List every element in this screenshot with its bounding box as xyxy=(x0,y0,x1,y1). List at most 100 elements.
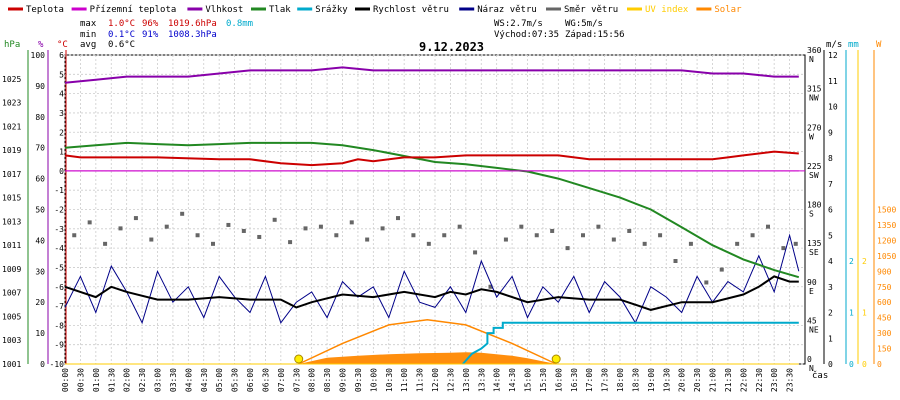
direction-tick-label: W xyxy=(809,132,814,141)
x-tick-label: 13:00 xyxy=(462,368,471,392)
ms-tick-label: 12 xyxy=(828,51,838,60)
x-tick-label: 09:00 xyxy=(339,368,348,392)
uv-tick-label: 2 xyxy=(862,257,867,266)
axis-unit-mm: mm xyxy=(848,40,859,50)
x-tick-label: 00:30 xyxy=(76,368,85,392)
wind-direction-point xyxy=(627,228,632,233)
x-tick-label: 15:00 xyxy=(524,368,533,392)
x-tick-label: 14:00 xyxy=(493,368,502,392)
grid-layer xyxy=(64,54,806,365)
degc-tick-label: 4 xyxy=(59,90,64,99)
w-tick-label: 1500 xyxy=(877,206,896,215)
hpa-tick-label: 1017 xyxy=(2,170,21,179)
legend-label: Solar xyxy=(714,5,742,15)
x-tick-label: 05:00 xyxy=(215,368,224,392)
x-tick-label: 07:00 xyxy=(277,368,286,392)
w-tick-label: 300 xyxy=(877,329,892,338)
wind-direction-point xyxy=(442,233,447,238)
x-tick-label: 06:30 xyxy=(261,368,270,392)
wind-direction-point xyxy=(365,237,370,242)
stat-avg-label: avg xyxy=(80,40,96,50)
direction-tick-label: NW xyxy=(809,94,819,103)
degc-tick-label: 0 xyxy=(59,167,64,176)
wind-direction-point xyxy=(380,226,385,231)
w-tick-label: 750 xyxy=(877,283,892,292)
x-tick-label: 04:30 xyxy=(200,368,209,392)
degc-tick-label: 6 xyxy=(59,51,64,60)
pct-tick-label: 70 xyxy=(35,144,45,153)
wind-direction-point xyxy=(411,233,416,238)
wind-direction-point xyxy=(164,224,169,229)
x-tick-label: 18:00 xyxy=(616,368,625,392)
wind-direction-point xyxy=(704,280,709,285)
wind-direction-point xyxy=(241,228,246,233)
direction-tick-deg: 45 xyxy=(807,316,817,325)
wind-direction-point xyxy=(396,216,400,221)
mm-tick-label: 1 xyxy=(849,309,854,318)
sun-marker xyxy=(551,354,561,364)
sun-marker xyxy=(294,354,304,364)
wind-direction-point xyxy=(735,241,740,246)
wind-direction-point xyxy=(318,224,323,229)
x-tick-label: 00:00 xyxy=(61,368,70,392)
degc-tick-label: -8 xyxy=(54,321,64,330)
mm-tick-label: 0 xyxy=(849,360,854,369)
pct-tick-label: 40 xyxy=(35,236,45,245)
direction-tick-deg: 0 xyxy=(807,355,812,364)
axis-unit-w: W xyxy=(876,40,882,50)
x-tick-label: 08:30 xyxy=(323,368,332,392)
x-tick-label: 19:30 xyxy=(662,368,671,392)
wind-direction-point xyxy=(658,233,663,238)
direction-tick-label: S xyxy=(809,210,814,219)
x-tick-label: 22:00 xyxy=(739,368,748,392)
w-tick-label: 1200 xyxy=(877,236,896,245)
pct-tick-label: 0 xyxy=(40,360,45,369)
pressure-line xyxy=(64,141,800,279)
stat-max-rain: 0.8mm xyxy=(226,19,253,29)
x-tick-label: 03:00 xyxy=(154,368,163,392)
stat-min-label: min xyxy=(80,30,96,40)
axes-layer: 00:00 00:30 01:00 01:30 02:00 02:30 03:00 03:30… xyxy=(2,40,896,392)
x-tick-label: 21:30 xyxy=(724,368,733,392)
x-tick-label: 08:00 xyxy=(308,368,317,392)
x-axis-unit: čas xyxy=(812,370,828,381)
legend-label: Přízemní teplota xyxy=(90,5,177,15)
x-tick-label: 18:30 xyxy=(631,368,640,392)
degc-tick-label: 1 xyxy=(59,148,64,157)
wind-direction-point xyxy=(611,237,616,242)
wind-direction-point xyxy=(519,224,524,229)
hpa-tick-label: 1013 xyxy=(2,217,21,226)
direction-tick-deg: 180 xyxy=(807,201,822,210)
wind-direction-point xyxy=(766,224,770,229)
sunset-stat: Západ:15:56 xyxy=(565,30,625,40)
wind-direction-point xyxy=(180,211,185,216)
wind-direction-point xyxy=(673,259,678,263)
x-tick-label: 09:30 xyxy=(354,368,363,392)
x-tick-label: 06:00 xyxy=(246,368,255,392)
degc-tick-label: -4 xyxy=(54,244,64,253)
x-tick-label: 22:30 xyxy=(755,368,764,392)
degc-tick-label: -9 xyxy=(54,341,64,350)
wind-direction-point xyxy=(534,233,539,238)
w-tick-label: 1050 xyxy=(877,252,896,261)
legend-label: Srážky xyxy=(315,5,348,15)
w-tick-label: 600 xyxy=(877,298,892,307)
wind-direction-point xyxy=(596,224,601,229)
x-tick-label: 21:00 xyxy=(709,368,718,392)
wind-direction-point xyxy=(688,241,693,246)
x-tick-label: 11:00 xyxy=(400,368,409,392)
direction-tick-label: SE xyxy=(809,248,819,257)
x-tick-label: 02:30 xyxy=(138,368,147,392)
x-tick-label: 20:30 xyxy=(693,368,702,392)
x-tick-label: 11:30 xyxy=(416,368,425,392)
degc-tick-label: -7 xyxy=(54,302,64,311)
x-tick-label: 03:30 xyxy=(169,368,178,392)
direction-tick-deg: 225 xyxy=(807,162,822,171)
wind-direction-point xyxy=(133,216,138,221)
w-tick-label: 0 xyxy=(877,360,882,369)
x-tick-label: 07:30 xyxy=(292,368,301,392)
ms-tick-label: 3 xyxy=(828,283,833,292)
wind-direction-point xyxy=(565,246,570,251)
w-tick-label: 900 xyxy=(877,267,892,276)
pct-tick-label: 100 xyxy=(31,51,46,60)
